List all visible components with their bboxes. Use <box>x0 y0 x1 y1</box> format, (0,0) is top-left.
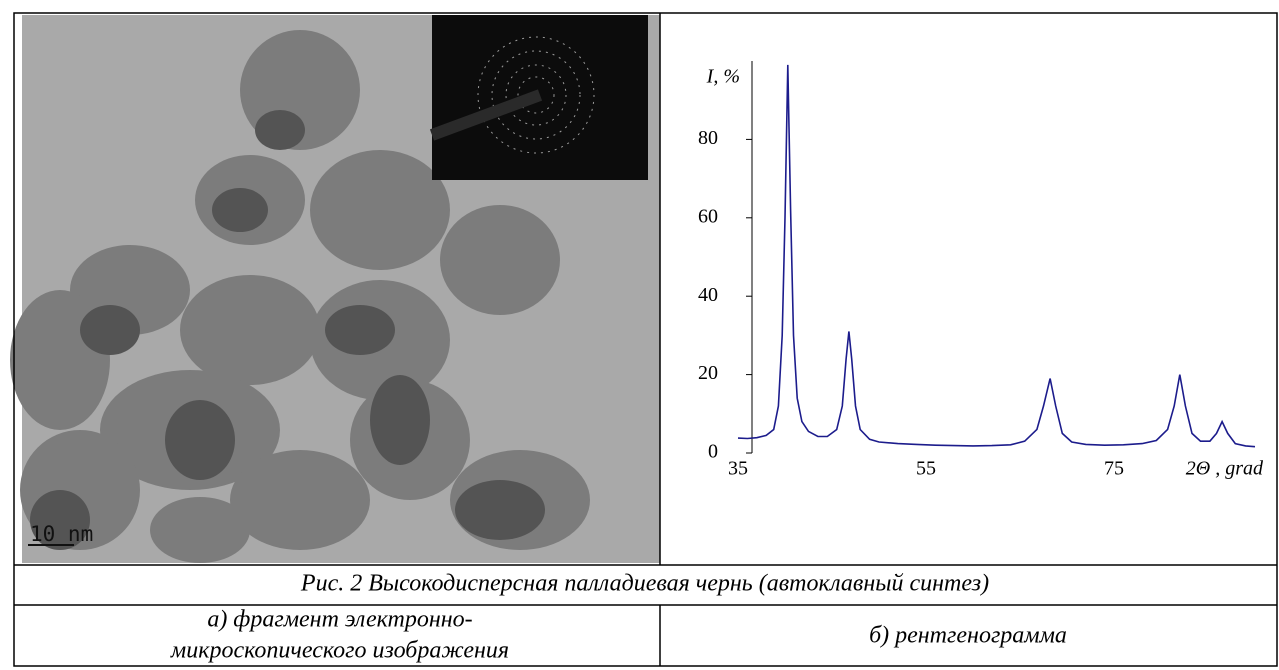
y-tick-label: 20 <box>698 362 718 384</box>
y-tick-label: 60 <box>698 205 718 227</box>
scale-bar-label: 10 nm <box>30 522 93 546</box>
subcaption-a-line: а) фрагмент электронно- <box>207 607 472 633</box>
beam-stop <box>429 89 543 141</box>
y-tick-label: 80 <box>698 127 718 149</box>
x-axis-label: 2Θ , grad <box>1186 458 1264 480</box>
y-tick-label: 40 <box>698 284 718 306</box>
y-axis-label: I, % <box>706 66 740 88</box>
tem-image: 10 nm <box>10 15 660 563</box>
x-tick-label: 35 <box>728 458 748 480</box>
subcaption-b: б) рентгенограмма <box>869 623 1067 649</box>
y-tick-label: 0 <box>708 441 718 463</box>
x-tick-label: 55 <box>916 458 936 480</box>
subcaption-a-line: микроскопического изображения <box>170 638 509 664</box>
table-borders <box>13 12 1278 667</box>
xrd-line <box>737 64 1256 448</box>
x-tick-label: 75 <box>1104 458 1124 480</box>
caption: Рис. 2 Высокодисперсная палладиевая черн… <box>300 571 989 597</box>
